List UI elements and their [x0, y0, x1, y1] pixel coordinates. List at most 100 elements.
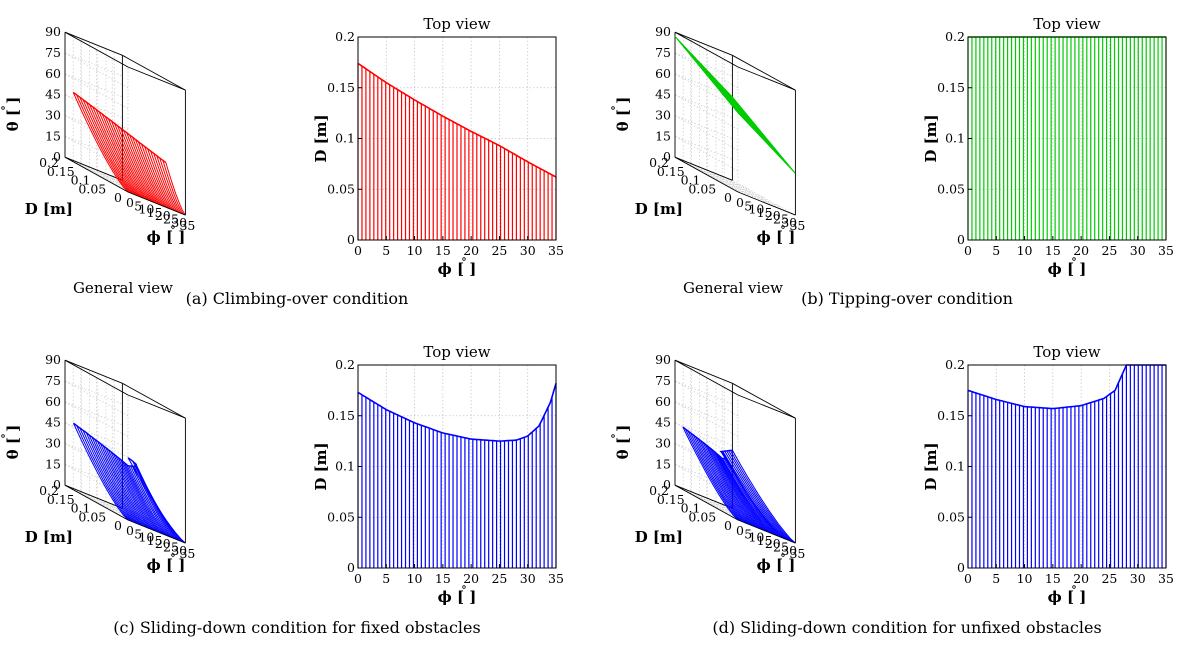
y-tick-label: 0.05: [327, 509, 355, 524]
z-axis-label-text: θ [ ]: [614, 425, 632, 460]
x-axis-label-text: ϕ [ ]: [438, 260, 477, 278]
surface-line: [731, 449, 796, 544]
z-axis-label-text: θ [ ]: [4, 97, 22, 132]
x-tick-label: 20: [1073, 243, 1089, 258]
surface-line: [684, 428, 741, 522]
surface-line: [79, 427, 133, 522]
y-axis-label: D [m]: [635, 200, 683, 218]
surface-line: [150, 150, 177, 212]
z-tick-label: 90: [45, 352, 61, 367]
box-edge: [737, 394, 796, 419]
surface-line: [126, 132, 161, 206]
x-tick-label: 20: [463, 243, 479, 258]
y-tick-label: 0.1: [945, 131, 965, 146]
grid-line: [64, 401, 129, 437]
surface-line: [697, 438, 750, 525]
boundary-line: [357, 383, 557, 442]
y-tick-label: 0.2: [39, 483, 59, 498]
z-tick-label: 0: [663, 477, 671, 492]
caption-a: (a) Climbing-over condition: [186, 289, 409, 308]
surface-line: [695, 436, 748, 525]
x-tick-label: 35: [179, 546, 195, 561]
x-tick-label: 30: [781, 543, 797, 558]
surface-line: [79, 97, 133, 194]
surface-line: [91, 436, 140, 525]
x-tick-label: 5: [134, 526, 142, 541]
grid-line: [674, 94, 733, 119]
surface-line: [112, 453, 156, 532]
y-axis-label-text: D [m]: [922, 114, 940, 162]
x-tick-label: 30: [520, 243, 536, 258]
x-tick-label: 20: [155, 208, 171, 223]
x-tick-label: 30: [520, 571, 536, 586]
z-axis-label-degree: ∘: [0, 105, 10, 111]
x-axis-label: ϕ [ ]∘: [438, 251, 477, 278]
x-axis-label-text: ϕ [ ]: [147, 556, 186, 574]
y-tick-label: 0.1: [71, 173, 91, 188]
surface-line: [114, 123, 154, 203]
box-edge: [64, 484, 129, 521]
grid-line: [64, 52, 123, 77]
box-edge: [737, 191, 796, 216]
grid-line: [699, 166, 763, 203]
y-axis-label: D [m]: [635, 528, 683, 546]
x-tick-label: 10: [407, 243, 423, 258]
y-axis-label-text: D [m]: [312, 442, 330, 490]
x-tick-label: 20: [765, 208, 781, 223]
caption-b: (b) Tipping-over condition: [801, 289, 1013, 308]
grid-line: [674, 94, 739, 130]
x-tick-label: 5: [382, 571, 390, 586]
y-tick-label: 0.2: [649, 155, 669, 170]
z-tick-label: 45: [655, 415, 671, 430]
x-tick-label: 0: [964, 571, 972, 586]
z-tick-label: 0: [663, 149, 671, 164]
surface-line: [706, 445, 758, 529]
surface-line: [702, 442, 754, 527]
y-tick-label: 0.05: [688, 181, 716, 196]
y-axis-label: D [m]: [25, 200, 73, 218]
z-tick-label: 90: [655, 24, 671, 39]
surface-line: [117, 457, 159, 533]
surface-line: [120, 459, 161, 534]
surface-line: [129, 134, 163, 207]
surface-line: [131, 465, 173, 539]
z-tick-label: 30: [655, 436, 671, 451]
surface-line: [722, 458, 775, 535]
surface-line: [682, 426, 739, 521]
y-tick-label: 0: [114, 190, 122, 205]
y-tick-label: 0: [724, 518, 732, 533]
surface-line: [153, 153, 179, 213]
grid-line: [674, 52, 733, 77]
surface-line: [710, 448, 762, 530]
z-tick-label: 45: [45, 415, 61, 430]
x-axis-label: ϕ [ ]∘: [757, 219, 796, 246]
y-tick-label: 0.15: [937, 408, 965, 423]
x-axis-label-text: ϕ [ ]: [1048, 260, 1087, 278]
grid-line: [674, 115, 733, 139]
surface-line: [126, 464, 167, 536]
x-axis-label: ϕ [ ]∘: [757, 547, 796, 574]
y-tick-label: 0: [347, 232, 355, 247]
grid-line: [64, 380, 123, 405]
surface-line: [687, 430, 743, 522]
y-tick-label: 0.05: [327, 181, 355, 196]
surface-line: [89, 104, 138, 197]
box-edge: [737, 66, 796, 91]
z-tick-label: 30: [45, 436, 61, 451]
grid-line: [674, 401, 739, 437]
y-tick-label: 0.15: [937, 80, 965, 95]
z-tick-label: 30: [655, 108, 671, 123]
surface: [73, 422, 186, 544]
box-edge: [674, 31, 733, 56]
box-edge: [64, 31, 129, 68]
x-tick-label: 10: [748, 530, 764, 545]
x-tick-label: 35: [179, 218, 195, 233]
z-axis-label-text: θ [ ]: [4, 425, 22, 460]
box-edge: [674, 156, 739, 193]
y-tick-label: 0.15: [47, 164, 75, 179]
y-axis-label: D [m]: [922, 114, 940, 162]
x-axis-label-text: ϕ [ ]: [147, 228, 186, 246]
surface-line: [92, 106, 140, 197]
grid-line: [732, 179, 796, 216]
